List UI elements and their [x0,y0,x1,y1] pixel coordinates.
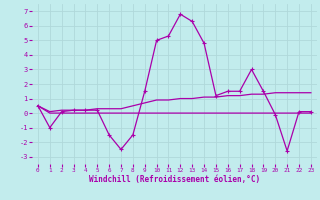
X-axis label: Windchill (Refroidissement éolien,°C): Windchill (Refroidissement éolien,°C) [89,175,260,184]
